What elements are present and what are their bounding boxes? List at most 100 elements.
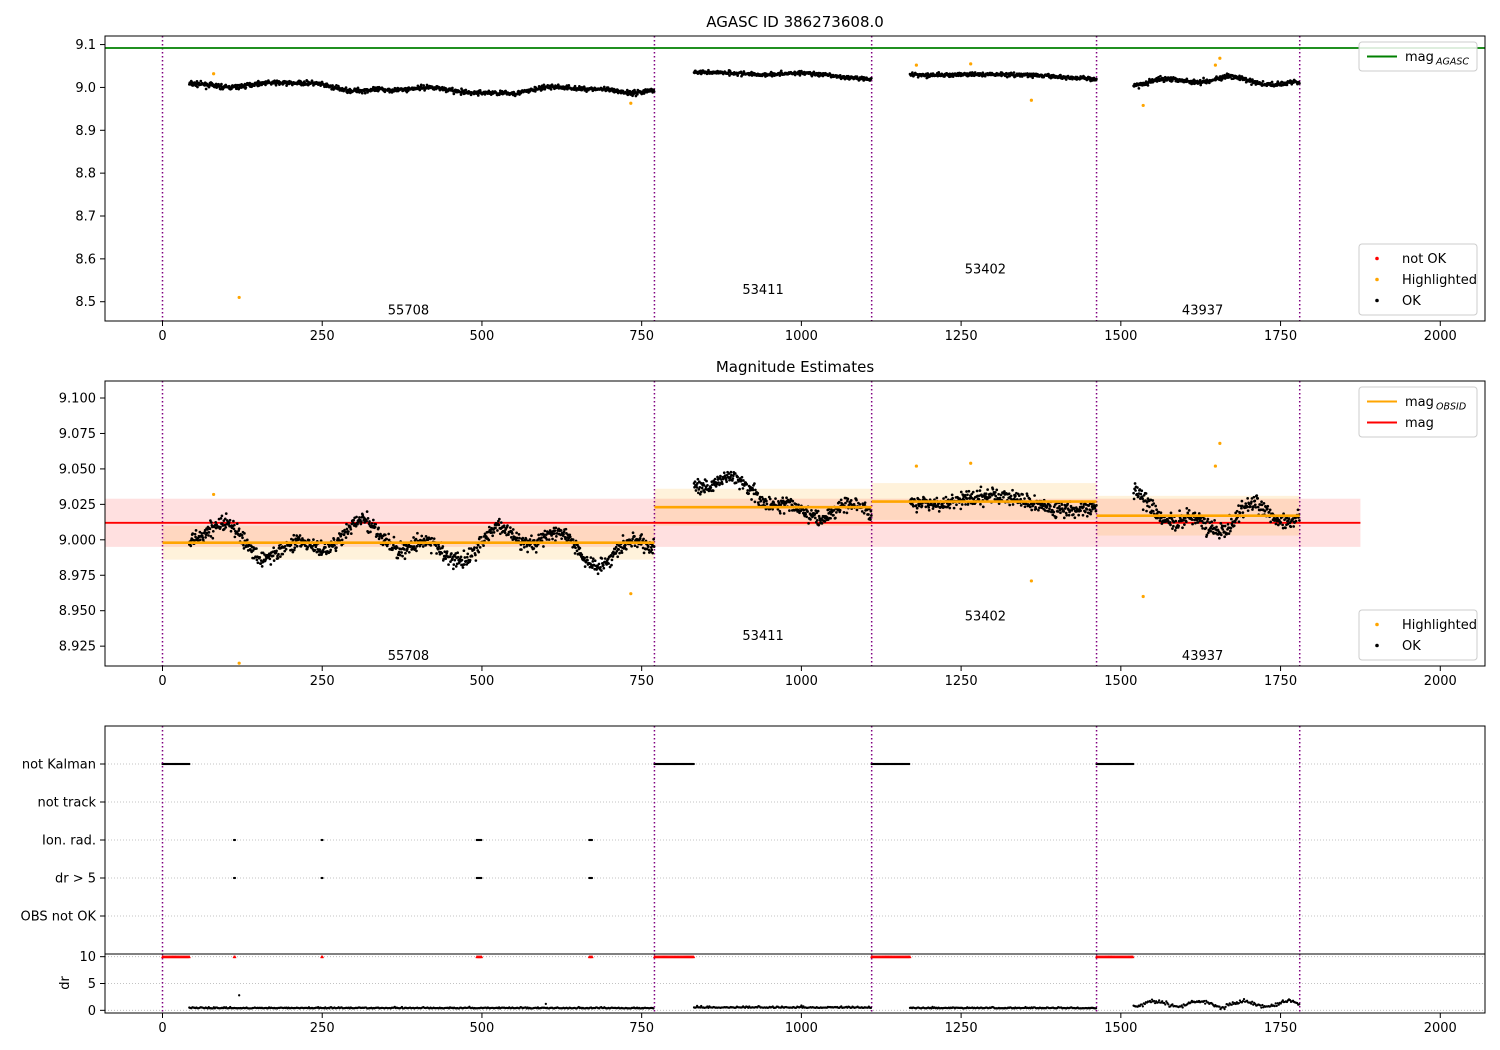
ok-point [322, 550, 325, 554]
ok-point [554, 539, 557, 542]
ok-point [869, 76, 873, 80]
ok-point [1037, 508, 1040, 512]
ok-point [585, 555, 589, 559]
ok-point [975, 489, 979, 493]
ok-point [554, 526, 558, 530]
ok-point [204, 536, 207, 539]
ok-point [1009, 494, 1013, 498]
ok-point [970, 492, 974, 496]
ok-point [614, 545, 618, 549]
ok-point [194, 535, 197, 539]
ok-point [1056, 510, 1060, 513]
ok-point [1270, 80, 1274, 84]
ok-point [999, 493, 1003, 497]
ok-point [963, 493, 967, 497]
ok-point [344, 536, 348, 540]
ok-point [268, 557, 272, 561]
obsid-label: 53411 [742, 283, 783, 298]
ok-point [1219, 522, 1223, 525]
ok-point [1073, 516, 1077, 520]
ok-point [583, 556, 586, 560]
flag-point [233, 876, 237, 880]
ok-point [809, 518, 812, 521]
ok-point [369, 530, 372, 534]
ok-point [404, 551, 407, 555]
ok-point [816, 509, 820, 513]
ok-point [398, 553, 402, 557]
ok-point [1250, 497, 1254, 500]
ok-point [1229, 526, 1233, 530]
obsid-label: 55708 [388, 649, 429, 664]
ok-point [707, 489, 711, 493]
ok-point [971, 490, 975, 494]
ok-point [293, 546, 297, 550]
ok-point [1166, 519, 1170, 522]
ok-point [1168, 521, 1172, 524]
ok-point [289, 543, 293, 547]
ok-point [1240, 499, 1244, 503]
legend-box [1358, 41, 1478, 72]
ok-point [351, 521, 355, 525]
panel-title: AGASC ID 386273608.0 [706, 13, 884, 31]
ok-point [1159, 511, 1163, 515]
ok-point [568, 535, 572, 539]
ok-point [314, 543, 318, 547]
ok-point [1019, 504, 1023, 507]
ok-point [1136, 486, 1139, 489]
ok-point [1051, 513, 1055, 517]
ok-point [224, 526, 228, 529]
ok-point [695, 486, 699, 489]
ok-point [709, 486, 713, 490]
flag-point [908, 762, 911, 766]
ok-point [553, 532, 556, 535]
ok-point [586, 558, 589, 562]
x-tick-label: 250 [310, 329, 335, 344]
ok-point [1160, 522, 1164, 525]
ok-point [1207, 531, 1210, 535]
ok-point [461, 566, 465, 569]
ok-point [649, 545, 653, 549]
ok-point [329, 548, 333, 552]
ok-point [607, 562, 610, 565]
ok-point [1031, 76, 1035, 80]
legend-label: Highlighted [1402, 618, 1477, 633]
ok-point [533, 90, 537, 93]
ok-point [745, 483, 749, 486]
ok-point [1177, 524, 1181, 528]
ok-point [198, 530, 202, 534]
ok-point [243, 532, 246, 535]
ok-point [724, 478, 728, 482]
ok-point [829, 512, 833, 516]
ok-point [522, 545, 526, 549]
ok-point [228, 518, 232, 522]
ok-point [463, 556, 467, 559]
ok-point [207, 531, 211, 534]
ok-point [451, 86, 454, 90]
ok-point [1028, 505, 1032, 509]
ok-point [959, 507, 963, 511]
ok-point [862, 511, 866, 515]
ok-point [256, 561, 260, 565]
ok-point [1246, 509, 1250, 513]
ok-point [1169, 511, 1173, 515]
legend-label-subscript: AGASC [1435, 57, 1469, 68]
ok-point [1210, 520, 1214, 524]
ok-point [984, 492, 988, 496]
ok-point [920, 504, 924, 508]
ok-point [492, 531, 496, 534]
ok-point [1274, 522, 1278, 526]
ok-point [867, 513, 870, 516]
ok-point [434, 544, 438, 548]
ok-point [1145, 509, 1148, 513]
ok-point [837, 500, 841, 504]
ok-point [725, 473, 729, 477]
ok-point [189, 544, 193, 548]
ok-point [1012, 71, 1016, 75]
ok-point [729, 470, 733, 474]
ok-point [1206, 520, 1209, 523]
ok-point [941, 504, 944, 507]
ok-point [535, 544, 539, 548]
ok-point [1184, 520, 1188, 524]
ok-point [814, 509, 818, 512]
ok-point [564, 527, 568, 531]
